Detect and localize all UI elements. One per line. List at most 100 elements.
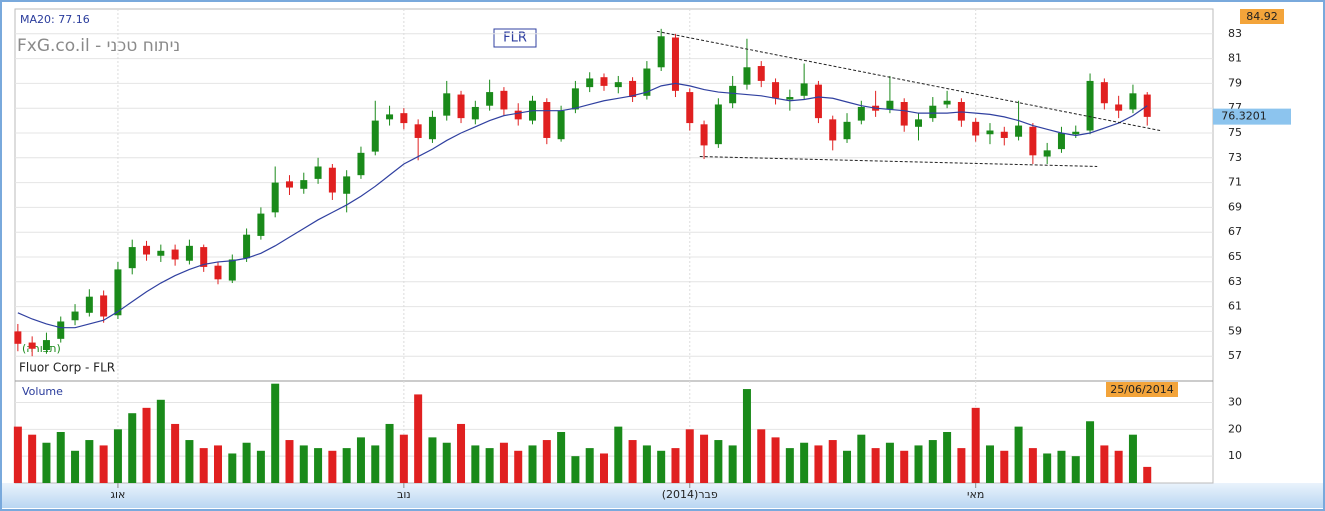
candle-body	[1015, 125, 1023, 137]
x-tick-label: (2014)פבר	[662, 488, 718, 501]
candle-body	[829, 119, 837, 141]
volume-bar	[1143, 466, 1152, 483]
ma20-line	[17, 82, 1148, 329]
candle-body	[85, 296, 93, 313]
volume-bar	[714, 440, 723, 483]
x-tick-label: מאי	[967, 488, 984, 501]
volume-bar	[342, 448, 351, 483]
candle-body	[743, 67, 751, 85]
volume-bar	[642, 445, 651, 483]
annotation: (תצורה)	[22, 342, 61, 355]
volume-bar	[142, 407, 151, 483]
volume-bar	[900, 450, 909, 483]
volume-bar	[442, 442, 451, 483]
volume-bar	[1000, 450, 1009, 483]
candle-body	[729, 85, 737, 104]
volume-bar	[499, 442, 508, 483]
candle-body	[1086, 80, 1094, 131]
volume-bar	[943, 432, 952, 483]
candle-body	[1057, 133, 1065, 150]
candle-body	[500, 90, 508, 110]
candle-body	[543, 102, 551, 138]
candle-body	[128, 247, 136, 269]
trendline	[699, 156, 1098, 167]
candle-body	[214, 265, 222, 280]
ma-label: MA20: 77.16	[20, 13, 90, 26]
volume-bar	[771, 437, 780, 483]
candle-body	[814, 84, 822, 119]
volume-bar	[1057, 450, 1066, 483]
candle-body	[300, 180, 308, 189]
volume-bar	[42, 442, 51, 483]
max-price-box	[1240, 9, 1284, 24]
y-tick-label: 75	[1228, 126, 1242, 139]
volume-bar	[56, 432, 65, 483]
candle-body	[629, 80, 637, 98]
candle-body	[42, 340, 50, 350]
candle-body	[143, 245, 151, 255]
candle-body	[1072, 131, 1080, 135]
y-tick-label: 20	[1228, 422, 1242, 435]
candle-body	[772, 82, 780, 99]
candle-body	[343, 176, 351, 194]
last-price-box	[1213, 108, 1291, 125]
candle-body	[328, 167, 336, 193]
candle-body	[285, 181, 293, 188]
candle-body	[157, 250, 165, 256]
volume-bar	[385, 423, 394, 483]
volume-bar	[285, 440, 294, 483]
volume-bar	[571, 456, 580, 483]
symbol: FLR	[503, 31, 527, 46]
volume-bar	[85, 440, 94, 483]
y-tick-label: 81	[1228, 52, 1242, 65]
volume-bar	[99, 445, 108, 483]
y-tick-label: 63	[1228, 275, 1242, 288]
volume-bar	[271, 383, 280, 483]
candle-body	[857, 106, 865, 121]
candle-body	[243, 234, 251, 259]
candle-body	[1043, 150, 1051, 157]
x-axis-strip	[2, 483, 1323, 508]
trendline	[656, 30, 1161, 132]
candle-body	[1115, 104, 1123, 111]
volume-bar	[885, 442, 894, 483]
candle-body	[1000, 131, 1008, 138]
volume-bar	[928, 440, 937, 483]
volume-bar	[214, 445, 223, 483]
candle-body	[357, 152, 365, 176]
candle-body	[71, 311, 79, 321]
volume-bar	[371, 445, 380, 483]
y-tick-label: 59	[1228, 324, 1242, 337]
volume-bar	[857, 434, 866, 483]
candle-body	[314, 166, 322, 179]
volume-bar	[1071, 456, 1080, 483]
volume-bar	[428, 437, 437, 483]
volume-bar	[628, 440, 637, 483]
volume-bar	[328, 450, 337, 483]
candle-body	[671, 37, 679, 91]
candle-body	[443, 93, 451, 116]
candle-body	[114, 269, 122, 316]
candle-body	[371, 120, 379, 152]
volume-bar	[156, 399, 165, 483]
candle-body	[414, 124, 422, 138]
candle-body	[100, 295, 108, 317]
y-tick-label: 83	[1228, 27, 1242, 40]
candle-body	[171, 249, 179, 260]
candle-body	[228, 259, 236, 281]
volume-bar	[485, 448, 494, 483]
volume-bar	[599, 453, 608, 483]
volume-bar	[299, 445, 308, 483]
volume-bar	[700, 434, 709, 483]
volume-bar	[1128, 434, 1137, 483]
volume-bar	[985, 445, 994, 483]
volume-bar	[742, 389, 751, 483]
volume-bar	[185, 440, 194, 483]
x-tick-label: אוג	[110, 488, 125, 501]
y-tick-label: 79	[1228, 76, 1242, 89]
date-label: 25/06/2014	[1110, 383, 1173, 396]
candle-body	[972, 121, 980, 136]
candle-body	[943, 100, 951, 105]
volume-bar	[614, 426, 623, 483]
